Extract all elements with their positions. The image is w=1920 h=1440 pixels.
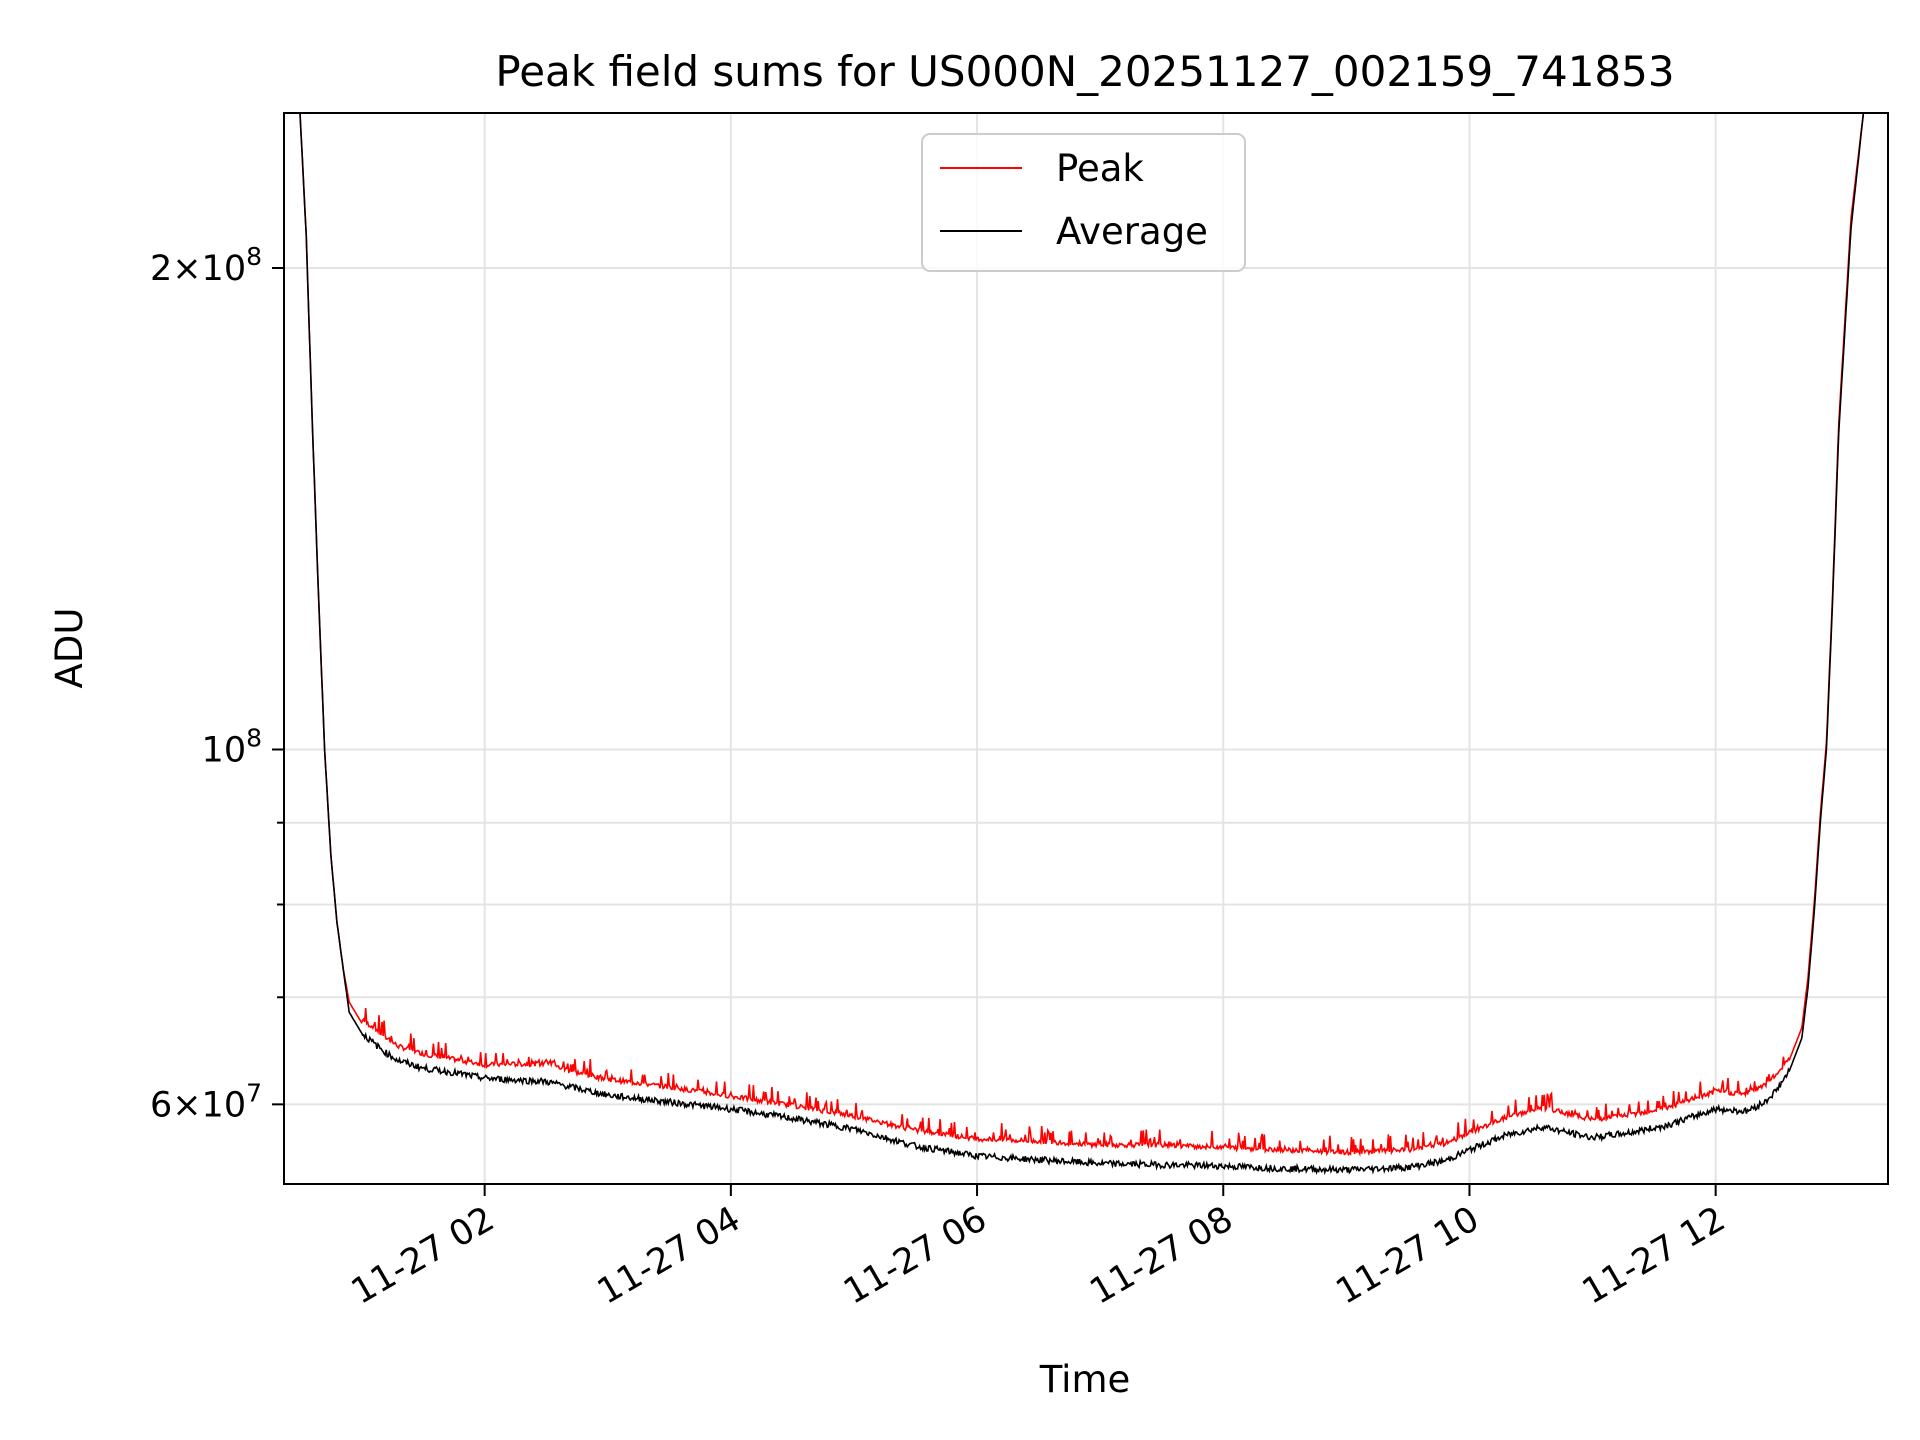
y-tick-label: 108 [202, 724, 262, 771]
x-axis-label: Time [1039, 1358, 1131, 1401]
legend-peak-label: Peak [1056, 147, 1144, 190]
y-tick-label: 2×108 [150, 242, 262, 289]
chart-title: Peak field sums for US000N_20251127_0021… [495, 47, 1674, 96]
legend-average-label: Average [1056, 210, 1208, 253]
grid [284, 113, 1888, 1184]
series-group [284, 113, 1888, 1176]
average-series-line [284, 113, 1888, 1176]
plot-frame [283, 112, 1889, 1185]
y-tick-label: 6×107 [150, 1078, 262, 1125]
legend: Peak Average [921, 133, 1246, 272]
peak-series-line [284, 113, 1888, 1157]
y-axis-label: ADU [48, 608, 91, 689]
